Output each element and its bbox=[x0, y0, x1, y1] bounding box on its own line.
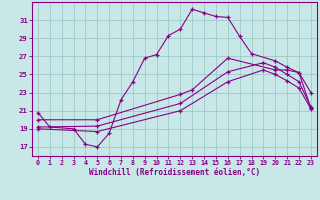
X-axis label: Windchill (Refroidissement éolien,°C): Windchill (Refroidissement éolien,°C) bbox=[89, 168, 260, 177]
